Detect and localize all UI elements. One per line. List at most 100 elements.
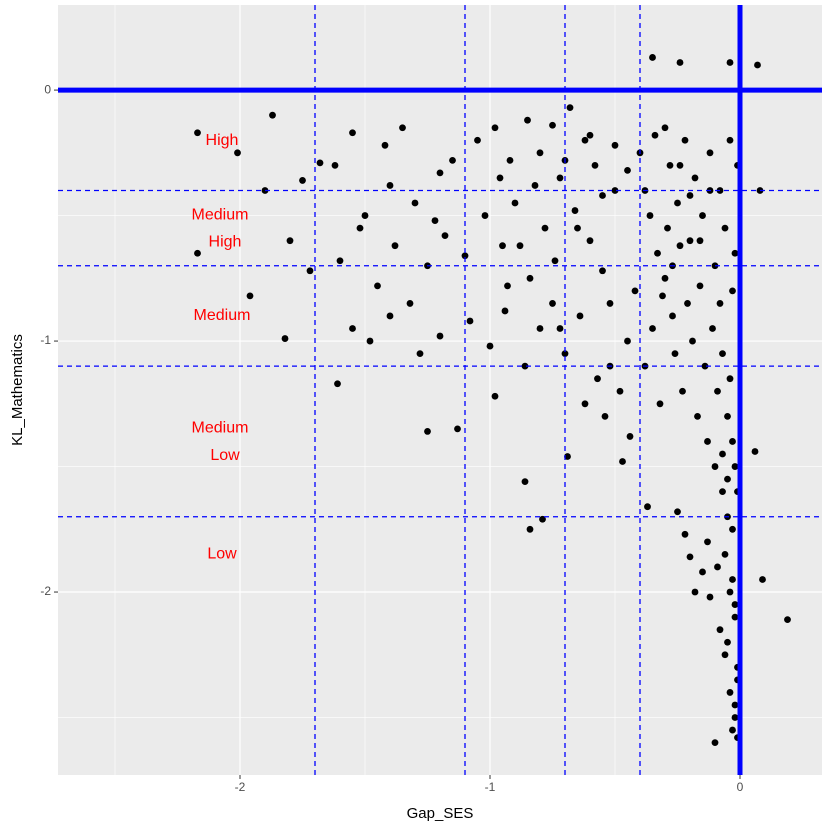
data-point: [711, 463, 719, 470]
data-point: [696, 282, 704, 290]
data-point: [331, 161, 339, 169]
data-point: [536, 149, 544, 157]
data-point: [594, 375, 601, 383]
data-point: [689, 337, 696, 345]
data-point: [704, 438, 711, 445]
data-point: [246, 292, 254, 300]
data-point: [316, 159, 324, 167]
data-point: [721, 651, 729, 659]
data-point: [611, 141, 619, 149]
data-point: [349, 325, 356, 332]
data-point: [664, 224, 671, 232]
data-point: [651, 131, 659, 139]
annotation: Low: [210, 447, 240, 464]
data-point: [381, 141, 389, 149]
data-point: [549, 300, 556, 307]
data-point: [361, 212, 369, 219]
data-point: [631, 287, 639, 295]
data-point: [386, 312, 394, 320]
data-point: [681, 530, 689, 538]
data-point: [599, 192, 606, 199]
data-point: [611, 187, 619, 194]
data-point: [606, 300, 614, 307]
data-point: [699, 568, 706, 576]
y-tick-label: -2: [40, 584, 51, 598]
data-point: [701, 362, 709, 370]
data-point: [729, 525, 736, 533]
data-point: [269, 111, 276, 119]
data-point: [516, 242, 524, 250]
data-point: [729, 726, 736, 734]
data-point: [671, 350, 679, 358]
data-point: [704, 538, 711, 546]
data-point: [684, 300, 691, 307]
data-point: [441, 232, 449, 240]
data-point: [726, 59, 734, 66]
data-point: [549, 121, 556, 129]
data-point: [716, 300, 724, 307]
data-point: [729, 438, 736, 445]
data-point: [729, 576, 736, 583]
data-point: [714, 563, 721, 571]
data-point: [386, 182, 394, 189]
data-point: [624, 166, 631, 174]
data-point: [616, 387, 624, 395]
data-point: [626, 433, 634, 440]
data-point: [506, 156, 514, 164]
data-point: [349, 129, 356, 137]
data-point: [731, 714, 739, 721]
data-point: [724, 638, 731, 646]
data-point: [731, 613, 739, 621]
data-point: [724, 475, 731, 483]
data-point: [646, 212, 654, 219]
data-point: [521, 478, 529, 486]
data-point: [721, 224, 729, 232]
data-point: [581, 136, 589, 144]
data-point: [686, 553, 694, 561]
data-point: [491, 124, 499, 132]
data-point: [716, 626, 724, 634]
data-point: [666, 161, 674, 169]
data-point: [194, 129, 201, 137]
data-point: [524, 116, 531, 124]
data-point: [501, 307, 509, 315]
data-point: [784, 616, 791, 624]
data-point: [686, 237, 694, 245]
data-point: [576, 312, 584, 320]
data-point: [654, 249, 661, 257]
y-tick-label: 0: [44, 82, 51, 96]
data-point: [649, 54, 656, 61]
axes: -2 -1 0 0 -1 -2: [40, 82, 743, 794]
data-point: [299, 177, 306, 184]
data-point: [334, 380, 341, 388]
annotation: Medium: [192, 419, 249, 436]
data-point: [566, 104, 574, 112]
data-point: [491, 392, 499, 400]
data-point: [619, 458, 626, 465]
points: [194, 54, 791, 747]
data-point: [416, 350, 424, 358]
data-point: [586, 237, 594, 245]
data-point: [496, 174, 504, 182]
x-axis-title: Gap_SES: [407, 805, 474, 822]
data-point: [719, 450, 726, 458]
data-point: [556, 174, 564, 182]
data-point: [754, 61, 761, 69]
data-point: [281, 335, 289, 342]
data-point: [731, 701, 739, 709]
data-point: [721, 550, 729, 558]
data-point: [486, 342, 494, 350]
data-point: [696, 237, 704, 245]
data-point: [526, 274, 534, 282]
y-tick-label: -1: [40, 333, 51, 347]
data-point: [759, 576, 766, 583]
data-point: [234, 149, 241, 157]
data-point: [719, 488, 726, 496]
data-point: [661, 274, 669, 282]
data-point: [674, 508, 681, 516]
data-point: [399, 124, 406, 132]
annotation: Medium: [192, 206, 249, 223]
data-point: [731, 463, 739, 470]
data-point: [706, 149, 714, 157]
